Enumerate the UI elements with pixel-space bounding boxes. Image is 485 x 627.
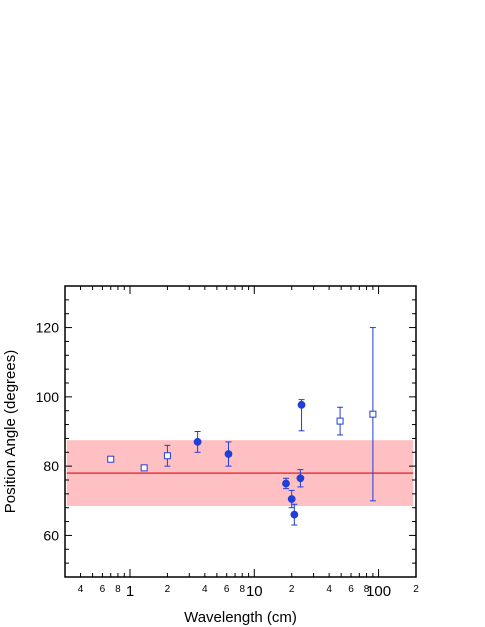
data-point	[297, 399, 306, 432]
data-point	[287, 489, 296, 509]
x-axis-title: Wavelength (cm)	[184, 609, 297, 626]
x-minor-tick-label: 4	[78, 584, 84, 595]
data-point	[224, 441, 233, 467]
point-marker	[282, 479, 290, 488]
x-minor-tick-label: 4	[202, 584, 208, 595]
x-minor-tick-label: 2	[165, 584, 171, 595]
x-minor-tick-label: 4	[326, 584, 332, 595]
y-tick-label: 100	[36, 389, 60, 405]
x-minor-tick-label: 8	[115, 584, 121, 595]
data-point	[193, 431, 202, 453]
x-minor-tick-label: 6	[100, 584, 106, 595]
x-tick-label: 10	[246, 583, 263, 600]
data-point	[163, 444, 171, 467]
y-tick-label: 80	[43, 458, 59, 474]
data-point	[140, 464, 148, 472]
point-marker	[369, 410, 377, 418]
x-minor-tick-label: 8	[364, 584, 370, 595]
point-marker	[224, 450, 233, 458]
point-marker	[336, 417, 344, 425]
x-minor-tick-label: 6	[348, 584, 354, 595]
x-minor-tick-label: 2	[413, 584, 419, 595]
point-marker	[297, 400, 306, 409]
point-marker	[193, 437, 202, 446]
point-marker	[296, 474, 305, 483]
x-tick-label: 100	[366, 583, 391, 600]
point-marker	[163, 452, 171, 460]
x-tick-label: 1	[126, 583, 134, 600]
data-point	[296, 469, 305, 488]
point-marker	[107, 455, 115, 463]
data-point	[107, 455, 115, 463]
data-points	[107, 327, 377, 526]
reference-band	[66, 440, 414, 506]
y-axis-title: Position Angle (degrees)	[2, 350, 19, 513]
y-tick-label: 60	[43, 527, 59, 543]
point-marker	[287, 495, 296, 503]
y-tick-label: 120	[36, 320, 60, 336]
x-minor-tick-label: 6	[224, 584, 230, 595]
x-minor-tick-label: 8	[239, 584, 245, 595]
x-minor-tick-label: 2	[289, 584, 295, 595]
data-point	[282, 477, 290, 490]
plot-frame	[64, 285, 417, 578]
data-point	[369, 327, 377, 502]
data-point	[290, 503, 299, 526]
data-point	[336, 406, 344, 436]
point-marker	[290, 510, 299, 519]
point-marker	[140, 464, 148, 472]
